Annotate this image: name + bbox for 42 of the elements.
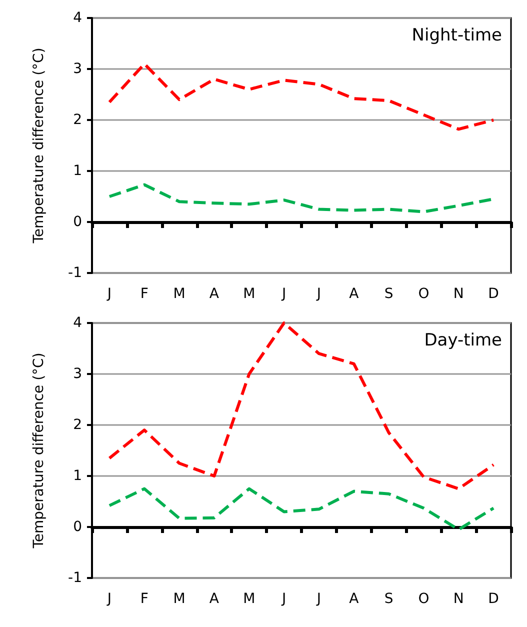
text: Day-time xyxy=(424,330,502,350)
x-tick-label: N xyxy=(453,286,464,302)
x-tick-label: J xyxy=(316,591,322,607)
x-tick-label: S xyxy=(384,286,394,302)
x-tick-label: A xyxy=(209,591,220,607)
y-tick-label: 4 xyxy=(73,10,82,26)
x-tick-label: A xyxy=(349,591,360,607)
x-tick-label: F xyxy=(140,591,148,607)
y-tick-label: 0 xyxy=(73,519,82,535)
y-tick-label: 2 xyxy=(73,417,82,433)
y-tick-label: 4 xyxy=(73,315,82,331)
text: Night-time xyxy=(412,26,502,46)
x-tick-label: J xyxy=(280,591,286,607)
x-tick-label: O xyxy=(418,591,430,607)
x-tick-label: J xyxy=(280,286,286,302)
y-axis-title: Temperature difference (°C) xyxy=(31,48,47,244)
x-tick-label: M xyxy=(173,286,186,302)
line-series xyxy=(108,487,496,532)
y-tick-label: 1 xyxy=(73,163,82,179)
y-tick-label: -1 xyxy=(68,570,82,586)
x-tick-label: N xyxy=(453,591,464,607)
x-tick-label: J xyxy=(106,591,112,607)
x-tick-label: J xyxy=(106,286,112,302)
y-axis-title: Temperature difference (°C) xyxy=(31,352,47,550)
x-tick-label: D xyxy=(488,286,499,302)
x-tick-label: M xyxy=(243,286,256,302)
y-tick-label: 1 xyxy=(73,468,82,484)
x-tick-label: M xyxy=(243,591,256,607)
x-tick-label: A xyxy=(349,286,360,302)
x-tick-label: M xyxy=(173,591,186,607)
line-series xyxy=(108,62,496,131)
x-tick-label: F xyxy=(140,286,148,302)
y-tick-label: 3 xyxy=(73,61,82,77)
x-tick-label: A xyxy=(209,286,220,302)
y-tick-label: 0 xyxy=(73,214,82,230)
x-tick-label: J xyxy=(316,286,322,302)
y-tick-label: 2 xyxy=(73,112,82,128)
x-tick-label: S xyxy=(384,591,394,607)
y-tick-label: -1 xyxy=(68,265,82,281)
x-tick-label: D xyxy=(488,591,499,607)
y-tick-label: 3 xyxy=(73,366,82,382)
x-tick-label: O xyxy=(418,286,430,302)
